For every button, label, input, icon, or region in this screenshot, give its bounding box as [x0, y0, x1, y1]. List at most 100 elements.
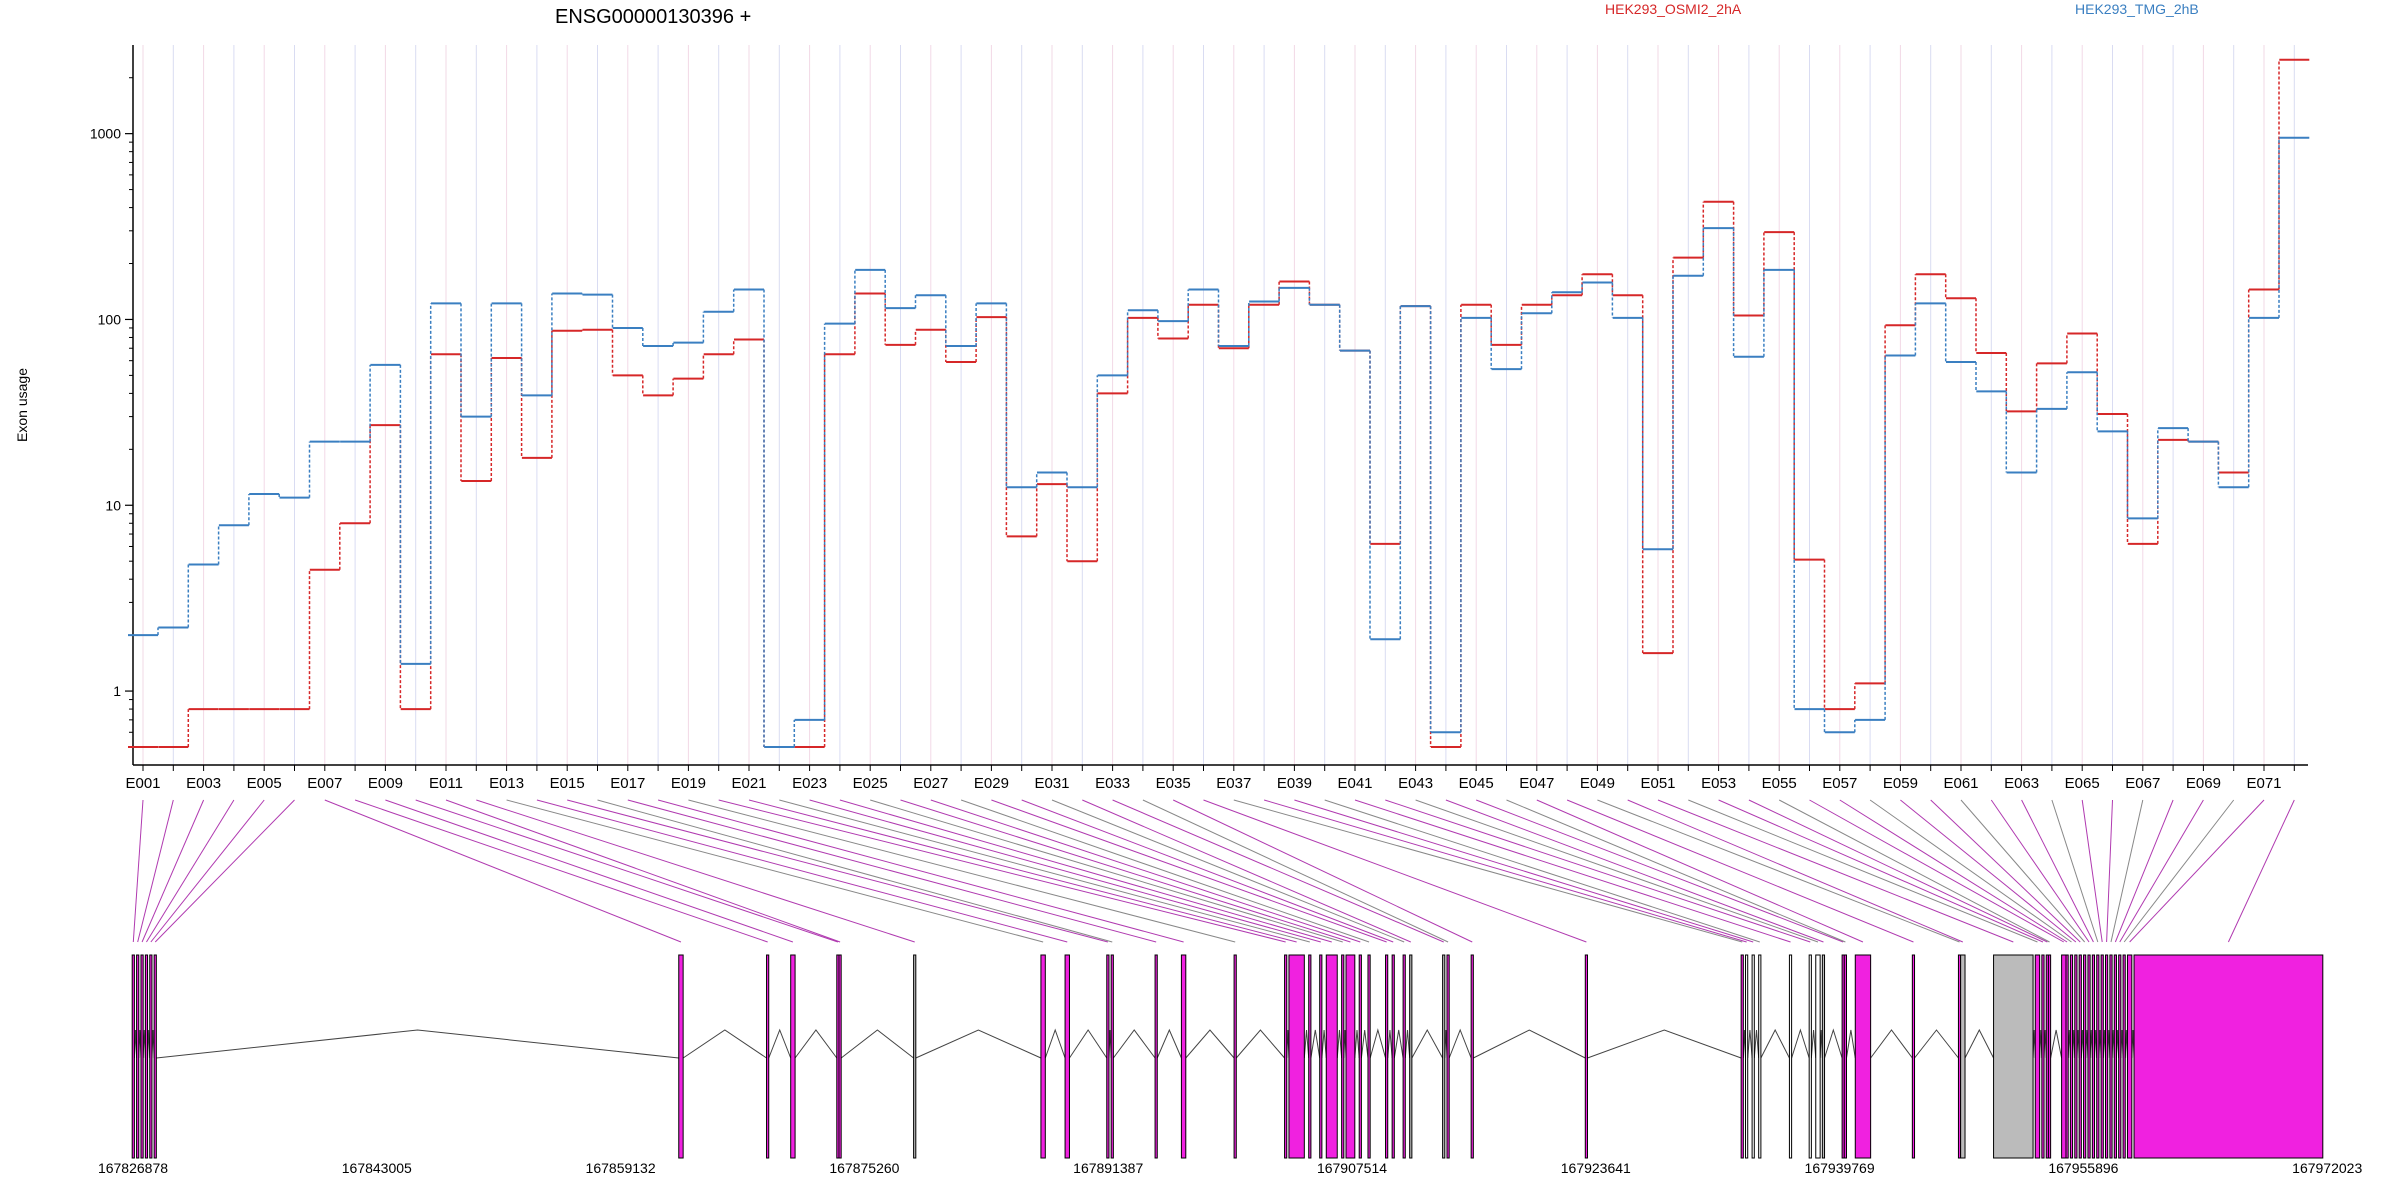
exon-box	[2109, 954, 2113, 1159]
coordinate-label: 167875260	[829, 1160, 899, 1176]
intron-line	[1235, 1029, 1285, 1059]
exon-connector	[779, 799, 1310, 943]
exon-connector	[1597, 799, 1960, 943]
intron-line	[1753, 1029, 1760, 1059]
exon-box	[2096, 954, 2100, 1159]
exon-box	[136, 954, 140, 1159]
exon-connector	[1657, 799, 2014, 943]
exon-box	[2078, 954, 2082, 1159]
x-tick-label: E007	[307, 775, 342, 792]
exon-box	[1821, 954, 1826, 1159]
exon-box	[1064, 954, 1070, 1159]
intron-line	[1810, 1029, 1817, 1059]
exon-connector	[1960, 799, 2086, 943]
x-tick-label: E013	[489, 775, 524, 792]
exon-box	[913, 954, 917, 1159]
exon-box	[1110, 954, 1114, 1159]
exon-box	[1288, 954, 1305, 1159]
exon-connector	[2106, 799, 2113, 943]
x-tick-label: E003	[186, 775, 221, 792]
intron-line	[1336, 1029, 1343, 1059]
exon-connector	[839, 799, 1332, 943]
intron-line	[1303, 1029, 1310, 1059]
coordinate-label: 167923641	[1561, 1160, 1631, 1176]
exon-box	[2113, 954, 2117, 1159]
exon-connector	[1688, 799, 2038, 943]
x-tick-label: E063	[2004, 775, 2039, 792]
x-tick-label: E009	[368, 775, 403, 792]
exon-connector	[688, 799, 1236, 943]
x-tick-label: E039	[1277, 775, 1312, 792]
exon-connector	[150, 799, 265, 943]
exon-box	[1442, 954, 1446, 1159]
exon-box	[2061, 954, 2067, 1159]
x-tick-label: E059	[1883, 775, 1918, 792]
exon-box	[678, 954, 684, 1159]
coordinate-label: 167826878	[98, 1160, 168, 1176]
y-tick-label: 1000	[90, 126, 121, 142]
exon-connector	[1051, 799, 1405, 943]
x-tick-label: E023	[792, 775, 827, 792]
intron-line	[1360, 1029, 1369, 1059]
exon-connector	[718, 799, 1286, 943]
exon-connector	[1021, 799, 1394, 943]
exon-connector	[1445, 799, 1824, 943]
exon-box	[144, 954, 149, 1159]
exon-box	[2118, 954, 2122, 1159]
intron-line	[1387, 1029, 1393, 1059]
x-axis: E001 E003 E005 E007 E009 E011 E013 E015 E017 E019…	[125, 764, 2308, 792]
exon-connector	[1930, 799, 2081, 943]
x-tick-label: E005	[247, 775, 282, 792]
exon-connector	[597, 799, 1113, 943]
coordinate-label: 167907514	[1317, 1160, 1387, 1176]
intron-line	[156, 1029, 679, 1059]
exon-box	[2041, 954, 2045, 1159]
exon-connector	[2021, 799, 2094, 943]
exon-box	[2034, 954, 2041, 1159]
exon-box	[2069, 954, 2074, 1159]
exon-connector	[141, 799, 205, 943]
intron-line	[1069, 1029, 1108, 1059]
x-tick-label: E045	[1459, 775, 1494, 792]
exon-box	[2126, 954, 2133, 1159]
intron-line	[1587, 1029, 1742, 1059]
intron-line	[1393, 1029, 1404, 1059]
coordinate-label: 167859132	[586, 1160, 656, 1176]
exon-connector	[567, 799, 1108, 943]
exon-connector	[1385, 799, 1811, 943]
coordinate-label: 167843005	[342, 1160, 412, 1176]
exon-box	[1446, 954, 1450, 1159]
exon-box	[2091, 954, 2096, 1159]
exon-connector	[1748, 799, 2048, 943]
chart-title: ENSG00000130396 +	[555, 6, 751, 28]
intron-line	[840, 1029, 914, 1059]
x-tick-label: E029	[974, 775, 1009, 792]
exon-box	[1319, 954, 1323, 1159]
exon-connector	[748, 799, 1297, 943]
exon-connector	[1839, 799, 2068, 943]
intron-line	[682, 1029, 767, 1059]
intron-line	[1870, 1029, 1913, 1059]
y-tick-label: 10	[105, 497, 121, 513]
exon-box	[1745, 954, 1749, 1159]
exon-box	[2047, 954, 2052, 1159]
series-0	[128, 58, 2310, 748]
x-tick-label: E001	[125, 775, 160, 792]
exon-box	[1584, 954, 1588, 1159]
intron-line	[1747, 1029, 1753, 1059]
x-tick-label: E065	[2065, 775, 2100, 792]
coordinate-label: 167939769	[1805, 1160, 1875, 1176]
intron-line	[768, 1028, 792, 1059]
exon-connector	[2114, 799, 2174, 943]
exon-box	[2105, 954, 2109, 1159]
intron-line	[915, 1029, 1042, 1059]
exon-box	[2065, 954, 2069, 1159]
exon-box	[1960, 954, 1966, 1159]
intron-line	[1044, 1028, 1066, 1059]
intron-line	[794, 1029, 838, 1059]
legend-series-osmi2: HEK293_OSMI2_2hA	[1605, 1, 1742, 17]
exon-box	[1284, 954, 1288, 1159]
exon-box	[1391, 954, 1395, 1159]
exon-connector	[1809, 799, 2065, 943]
intron-line	[1845, 1029, 1856, 1059]
